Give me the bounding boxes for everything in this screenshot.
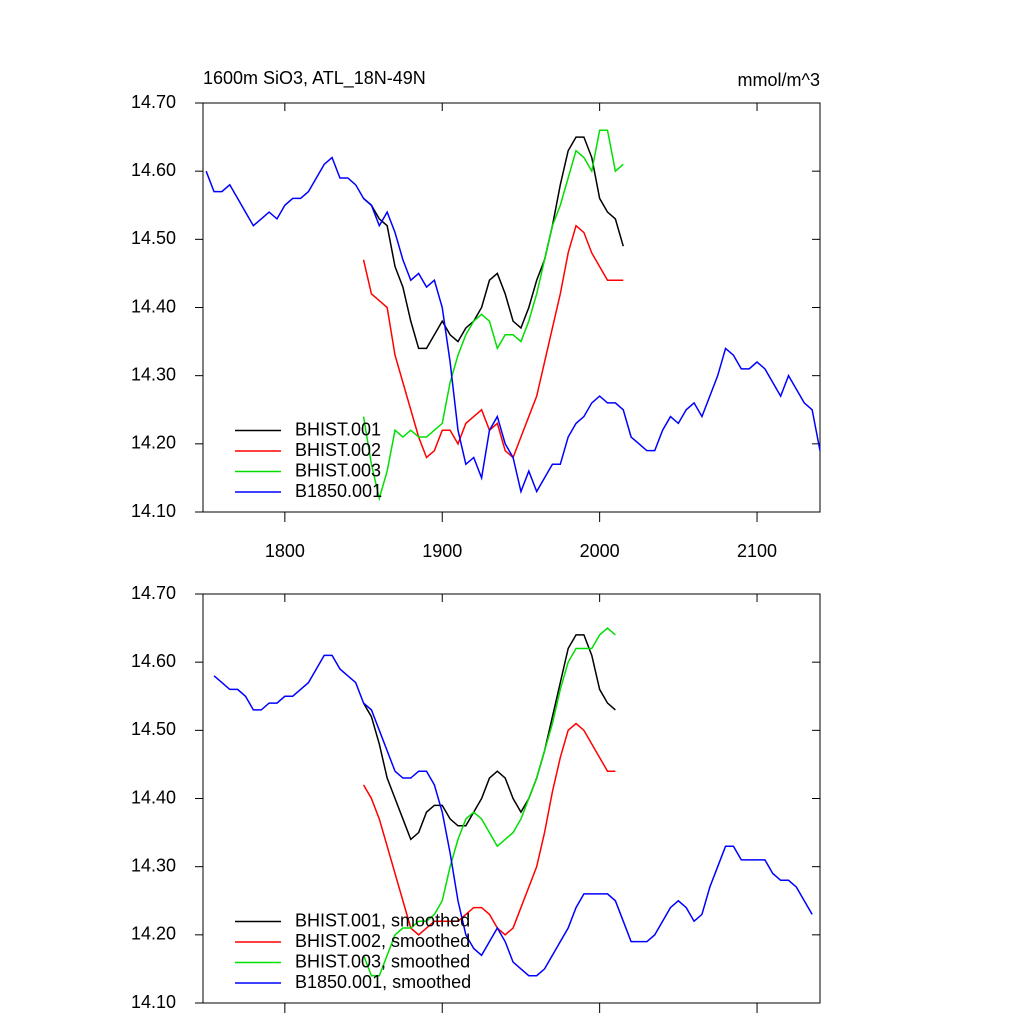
y-tick-label: 14.50 bbox=[131, 228, 176, 248]
y-tick-label: 14.30 bbox=[131, 364, 176, 384]
x-tick-label: 2000 bbox=[580, 541, 620, 561]
data-line bbox=[362, 722, 616, 936]
y-tick-label: 14.70 bbox=[131, 92, 176, 112]
data-line bbox=[362, 129, 624, 502]
legend-label: B1850.001 bbox=[295, 481, 382, 501]
units-label: mmol/m^3 bbox=[738, 70, 820, 90]
y-tick-label: 14.60 bbox=[131, 160, 176, 180]
data-line bbox=[362, 224, 624, 459]
legend-label: BHIST.003 bbox=[295, 460, 381, 480]
legend-label: BHIST.001 bbox=[295, 419, 381, 439]
data-line bbox=[362, 634, 616, 841]
chart-title: 1600m SiO3, ATL_18N-49N bbox=[203, 68, 426, 89]
y-tick-label: 14.70 bbox=[131, 583, 176, 603]
x-tick-label: 1800 bbox=[265, 541, 305, 561]
data-line bbox=[213, 654, 813, 977]
x-tick-label: 2100 bbox=[737, 541, 777, 561]
y-tick-label: 14.50 bbox=[131, 719, 176, 739]
x-tick-label: 1900 bbox=[422, 541, 462, 561]
legend-label: BHIST.001, smoothed bbox=[295, 910, 470, 930]
legend-label: BHIST.002, smoothed bbox=[295, 931, 470, 951]
legend-label: B1850.001, smoothed bbox=[295, 972, 471, 992]
y-tick-label: 14.20 bbox=[131, 433, 176, 453]
data-line bbox=[205, 156, 821, 495]
y-tick-label: 14.40 bbox=[131, 787, 176, 807]
y-tick-label: 14.60 bbox=[131, 651, 176, 671]
legend-label: BHIST.003, smoothed bbox=[295, 951, 470, 971]
legend-label: BHIST.002 bbox=[295, 440, 381, 460]
y-tick-label: 14.20 bbox=[131, 924, 176, 944]
y-tick-label: 14.10 bbox=[131, 992, 176, 1012]
y-tick-label: 14.10 bbox=[131, 501, 176, 521]
data-line bbox=[363, 136, 624, 350]
y-tick-label: 14.30 bbox=[131, 855, 176, 875]
data-line bbox=[362, 627, 616, 977]
y-tick-label: 14.40 bbox=[131, 296, 176, 316]
